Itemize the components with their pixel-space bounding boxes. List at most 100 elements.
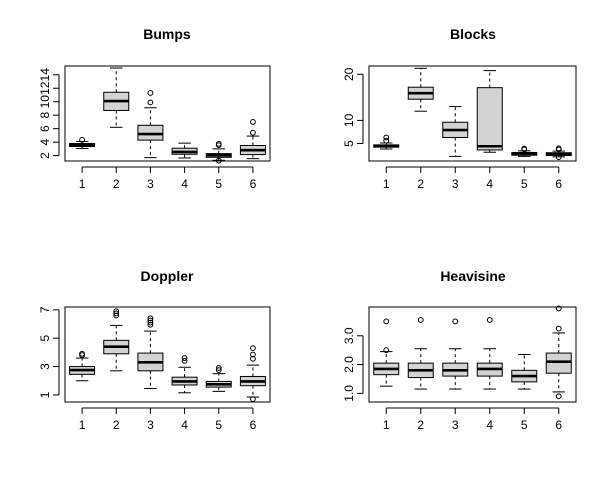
- y-tick-label: 10: [342, 113, 356, 127]
- panel-marks: 5 10 20 1 2 3 4 5 6: [342, 67, 572, 191]
- y-tick-label: 3.0: [342, 327, 356, 344]
- y-tick-label: 8: [38, 112, 52, 119]
- y-tick-label: 7: [38, 306, 52, 313]
- x-tick-label: 2: [417, 177, 424, 191]
- outlier-point: [215, 367, 222, 373]
- outlier-point: [181, 355, 188, 361]
- box-3: [137, 315, 164, 390]
- x-tick-label: 4: [181, 177, 188, 191]
- plot-frame: [64, 306, 271, 403]
- outlier-point: [555, 145, 562, 152]
- panel-heavisine: Heavisine 1.0 2.0 3.0 1 2 3 4 5 6: [342, 268, 577, 432]
- panel-title: Doppler: [141, 268, 194, 284]
- box-4: [476, 317, 503, 390]
- x-tick-label: 5: [521, 418, 528, 432]
- outlier-point: [452, 318, 459, 325]
- panel-marks: 1.0 2.0 3.0 1 2 3 4 5 6: [342, 305, 572, 432]
- x-tick-label: 1: [383, 177, 390, 191]
- iqr-box: [476, 87, 503, 151]
- box-2: [407, 67, 434, 112]
- panel-title: Bumps: [143, 26, 191, 42]
- y-tick-label: 20: [342, 67, 356, 81]
- box-4: [476, 70, 503, 153]
- x-tick-label: 5: [215, 177, 222, 191]
- panel-marks: 1 3 5 7 1 2 3 4 5 6: [38, 306, 266, 432]
- box-6: [239, 119, 266, 160]
- x-tick-label: 1: [383, 418, 390, 432]
- outlier-point: [79, 136, 85, 143]
- outlier-point: [147, 90, 154, 96]
- box-5: [205, 140, 232, 164]
- panel-blocks: Blocks 5 10 20 1 2 3 4 5 6: [342, 26, 577, 191]
- box-1: [373, 134, 400, 150]
- outlier-point: [555, 154, 562, 160]
- box-5: [205, 365, 232, 392]
- box-6: [545, 145, 572, 160]
- x-tick-label: 6: [555, 418, 562, 432]
- outlier-point: [215, 365, 222, 371]
- y-tick-label: 12: [38, 81, 52, 95]
- outlier-point: [486, 317, 493, 323]
- panel-title: Heavisine: [440, 268, 506, 284]
- outlier-point: [113, 308, 120, 315]
- y-tick-label: 4: [38, 138, 52, 145]
- y-tick-label: 5: [38, 335, 52, 342]
- outlier-point: [113, 310, 120, 317]
- box-1: [373, 318, 400, 387]
- y-tick-label: 1.0: [342, 385, 356, 402]
- x-tick-label: 6: [250, 418, 257, 432]
- outlier-point: [147, 317, 154, 324]
- x-tick-label: 2: [113, 418, 120, 432]
- box-3: [137, 90, 164, 159]
- box-4: [171, 142, 198, 159]
- x-tick-label: 4: [486, 177, 493, 191]
- panel-title: Blocks: [450, 26, 496, 42]
- outlier-point: [383, 318, 390, 325]
- outlier-point: [250, 129, 256, 136]
- x-tick-label: 2: [113, 177, 120, 191]
- box-6: [545, 305, 572, 400]
- y-tick-label: 3: [38, 363, 52, 370]
- outlier-point: [250, 345, 256, 352]
- x-tick-label: 4: [181, 418, 188, 432]
- y-tick-label: 2: [38, 152, 52, 159]
- outlier-point: [383, 347, 390, 354]
- outlier-point: [250, 355, 256, 362]
- outlier-point: [113, 312, 120, 319]
- x-tick-label: 4: [486, 418, 493, 432]
- outlier-point: [521, 145, 528, 152]
- outlier-point: [417, 317, 424, 323]
- outlier-point: [555, 325, 562, 332]
- outlier-point: [383, 134, 390, 141]
- outlier-point: [250, 351, 256, 358]
- panel-doppler: Doppler 1 3 5 7 1 2 3 4 5 6: [38, 268, 271, 432]
- x-tick-label: 1: [79, 177, 86, 191]
- x-tick-label: 3: [147, 177, 154, 191]
- box-1: [69, 136, 96, 150]
- iqr-box: [545, 352, 572, 374]
- outlier-point: [555, 393, 562, 400]
- outlier-point: [147, 99, 154, 106]
- x-tick-label: 6: [250, 177, 257, 191]
- plot-frame: [64, 65, 271, 162]
- x-tick-label: 3: [452, 177, 459, 191]
- x-tick-label: 2: [417, 418, 424, 432]
- y-tick-label: 5: [342, 140, 356, 147]
- outlier-point: [147, 315, 154, 322]
- box-5: [511, 354, 538, 390]
- outlier-point: [147, 321, 154, 328]
- box-3: [442, 106, 469, 157]
- box-6: [239, 345, 266, 403]
- box-2: [103, 67, 130, 128]
- outlier-point: [383, 137, 390, 144]
- outlier-point: [215, 140, 222, 147]
- box-3: [442, 318, 469, 390]
- x-tick-label: 3: [452, 418, 459, 432]
- y-tick-label: 2.0: [342, 356, 356, 373]
- outlier-point: [250, 119, 256, 125]
- x-tick-label: 5: [521, 177, 528, 191]
- box-2: [407, 317, 434, 390]
